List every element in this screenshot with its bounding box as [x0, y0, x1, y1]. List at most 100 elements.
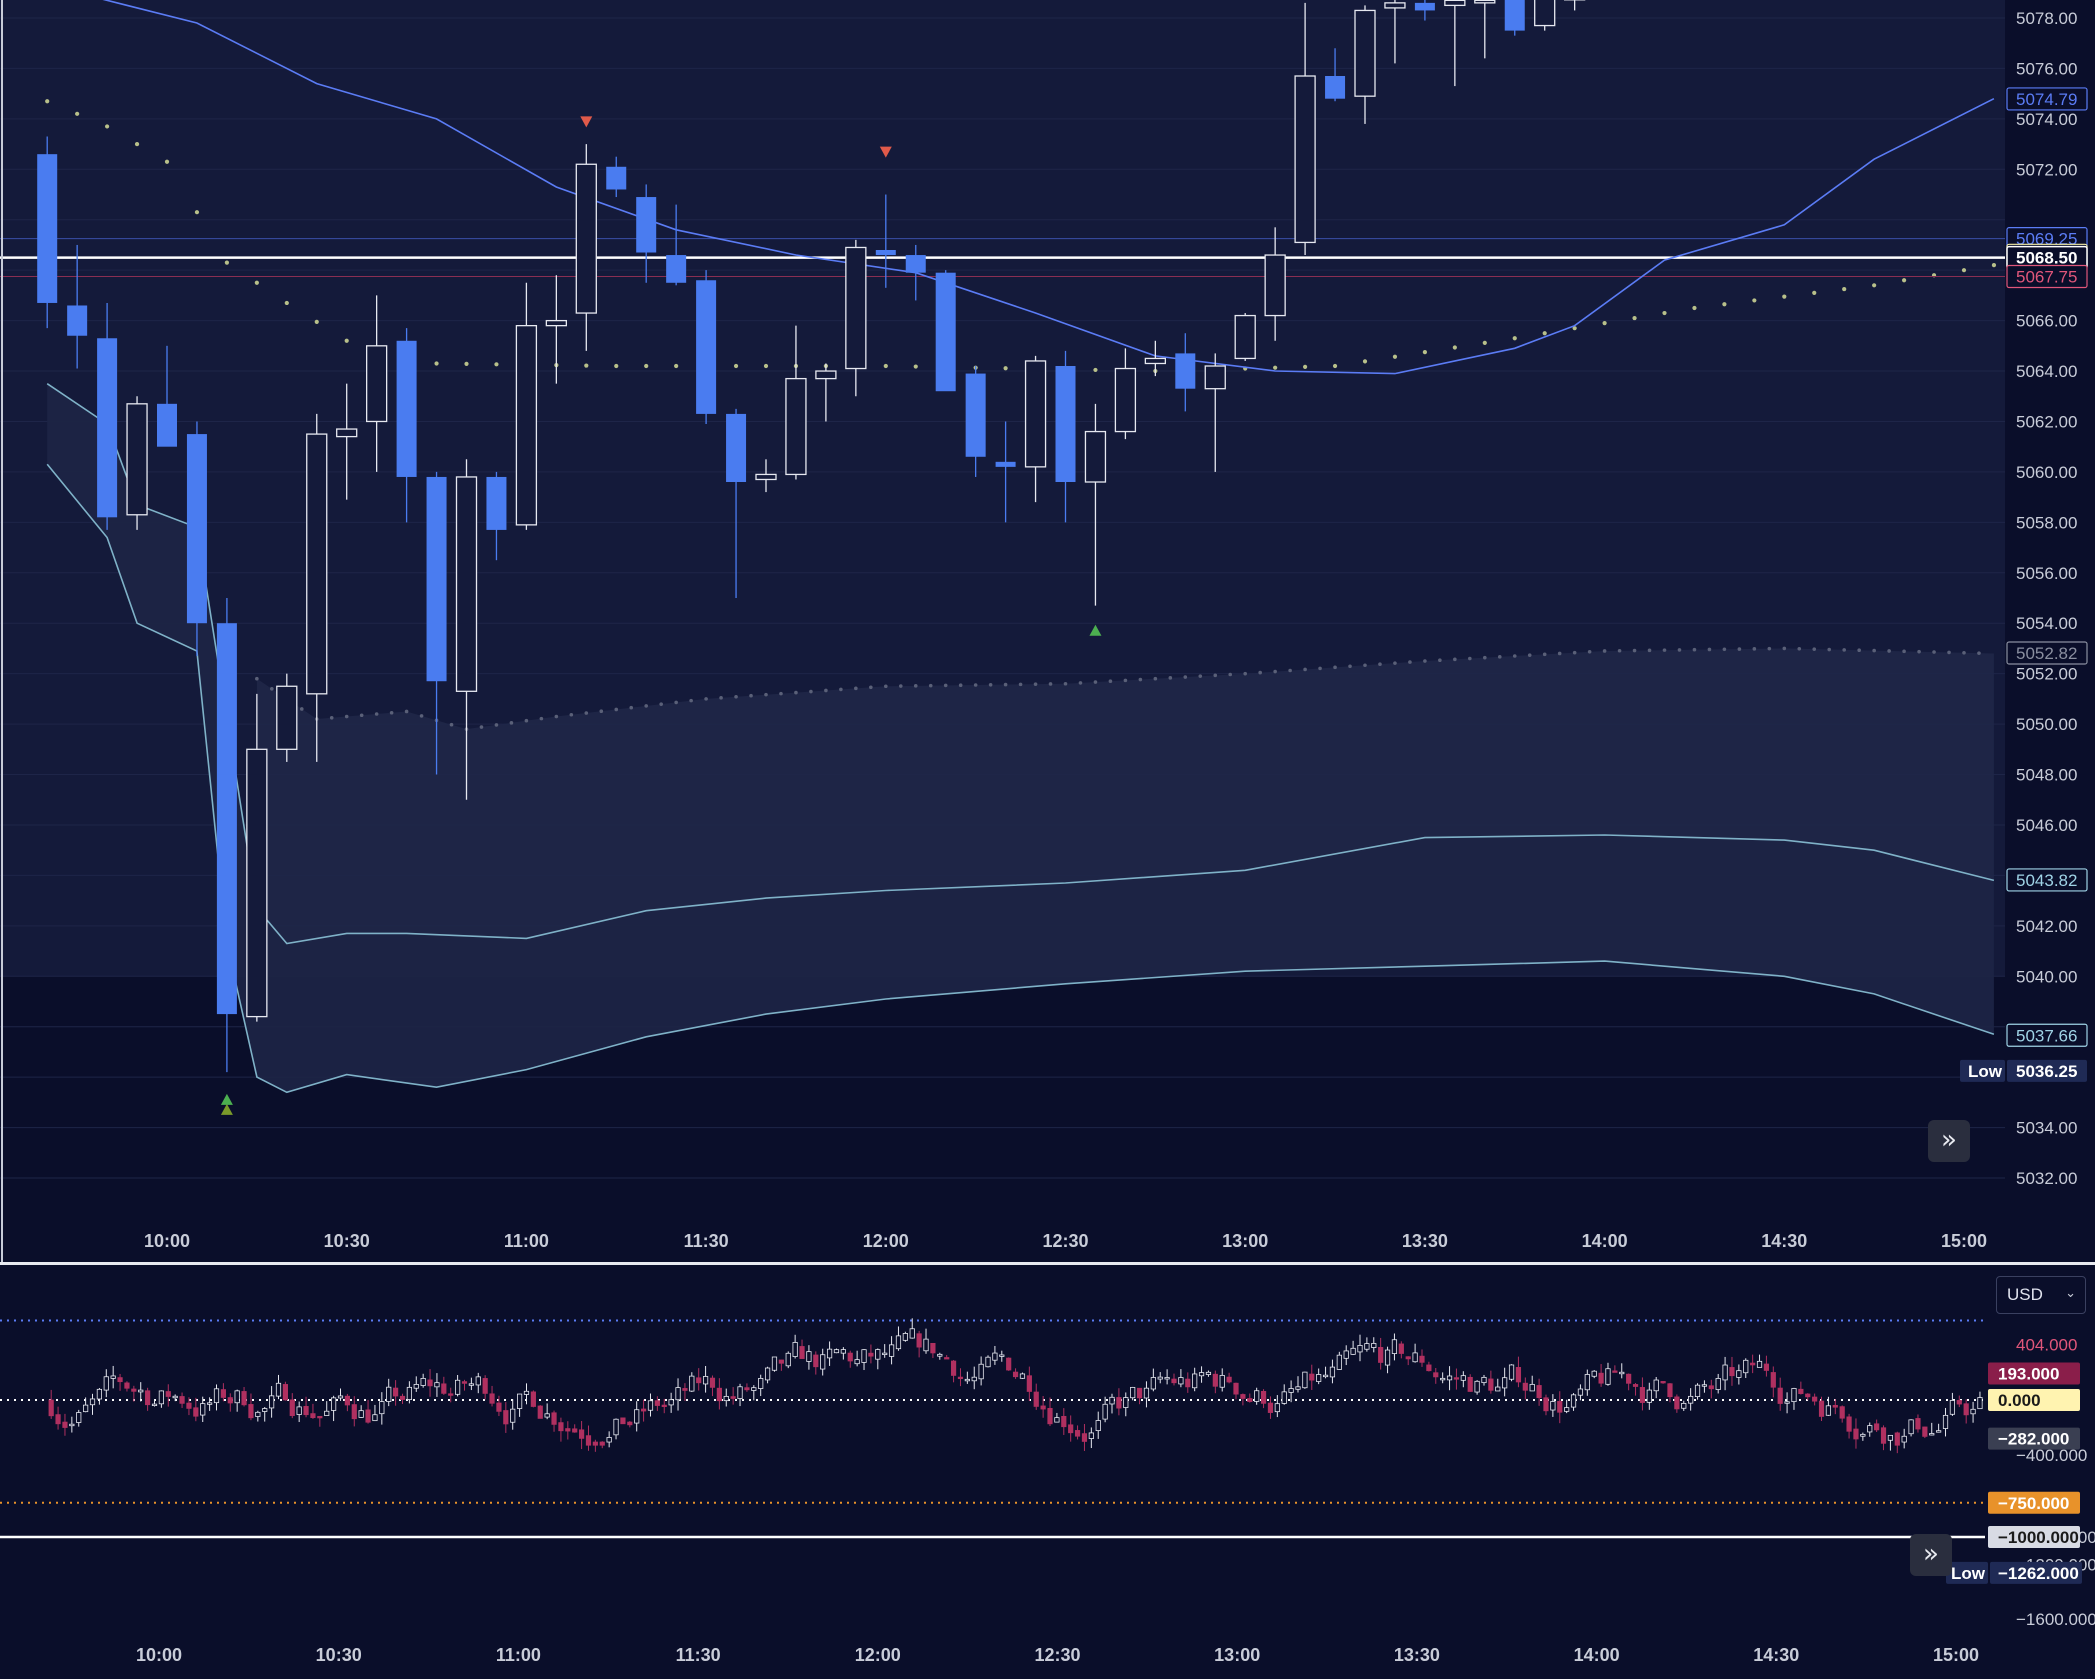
candle[interactable]: [785, 325, 807, 480]
indicator-candle: [1832, 1399, 1838, 1415]
candle[interactable]: [575, 144, 597, 351]
indicator-candle: [1157, 1372, 1163, 1384]
candle[interactable]: [336, 383, 358, 500]
indicator-candle-body: [1639, 1387, 1646, 1403]
candle[interactable]: [1354, 5, 1376, 124]
indicator-candle: [48, 1389, 54, 1419]
indicator-candle: [950, 1360, 957, 1383]
candle[interactable]: [666, 204, 687, 286]
price-level-tag: 5052.82: [2006, 641, 2088, 665]
indicator-candle-body: [875, 1349, 881, 1360]
indicator-candle-body: [344, 1395, 350, 1406]
candle[interactable]: [606, 156, 627, 198]
candle[interactable]: [696, 270, 717, 424]
price-tick-label: 5060.00: [2016, 463, 2077, 482]
candle[interactable]: [545, 275, 567, 384]
candle[interactable]: [1325, 48, 1346, 102]
candle[interactable]: [306, 413, 328, 762]
dotted-yellow-point: [464, 361, 469, 366]
indicator-candle: [1260, 1389, 1267, 1409]
candle[interactable]: [1204, 353, 1226, 472]
indicator-candle: [1743, 1358, 1749, 1379]
indicator-candle: [627, 1421, 633, 1428]
indicator-candle: [420, 1373, 426, 1388]
candle[interactable]: [455, 459, 478, 800]
candle[interactable]: [67, 244, 88, 369]
indicator-candle: [1653, 1377, 1659, 1399]
candle[interactable]: [426, 471, 447, 775]
price-tick-label: 5054.00: [2016, 614, 2077, 633]
indicator-candle: [1681, 1400, 1687, 1411]
indicator-candle: [503, 1402, 509, 1433]
indicator-candle: [647, 1393, 654, 1417]
candle[interactable]: [126, 396, 148, 530]
candle[interactable]: [216, 598, 237, 1073]
candle[interactable]: [875, 194, 896, 288]
indicator-candle-body: [544, 1413, 550, 1418]
candle[interactable]: [97, 302, 118, 530]
candle[interactable]: [515, 282, 538, 530]
indicator-candle-body: [1805, 1393, 1811, 1398]
indicator-candle-body: [1750, 1362, 1756, 1366]
indicator-candle: [1006, 1357, 1012, 1371]
scroll-to-realtime-button[interactable]: »: [1928, 1120, 1970, 1162]
dotted-yellow-point: [674, 363, 679, 369]
indicator-candle: [1619, 1363, 1625, 1379]
candle[interactable]: [365, 295, 388, 472]
candle[interactable]: [1234, 313, 1256, 361]
candle[interactable]: [1264, 227, 1286, 341]
currency-select[interactable]: USD ⌄: [1996, 1276, 2086, 1314]
candle[interactable]: [755, 459, 777, 493]
candle[interactable]: [995, 421, 1016, 523]
indicator-candle: [399, 1393, 406, 1404]
candle[interactable]: [965, 366, 986, 477]
scroll-to-realtime-button-lower[interactable]: »: [1910, 1534, 1952, 1576]
candle[interactable]: [1175, 333, 1196, 412]
price-level-tag: 5037.66: [2006, 1023, 2088, 1047]
candle[interactable]: [1114, 348, 1137, 440]
candle[interactable]: [276, 673, 298, 762]
indicator-candle-body: [1488, 1378, 1494, 1391]
indicator-candle: [1729, 1356, 1735, 1386]
candle[interactable]: [726, 408, 747, 598]
candle[interactable]: [186, 421, 207, 656]
candle[interactable]: [396, 328, 417, 523]
candle[interactable]: [1055, 350, 1076, 523]
candle[interactable]: [246, 693, 268, 1022]
candle[interactable]: [1414, 0, 1435, 21]
candle[interactable]: [636, 184, 657, 283]
indicator-candle: [1791, 1387, 1797, 1410]
candle-body-down: [1414, 2, 1435, 11]
candle[interactable]: [1084, 403, 1107, 606]
candle[interactable]: [1564, 0, 1586, 11]
candle[interactable]: [845, 239, 867, 397]
indicator-candle-body: [234, 1390, 240, 1404]
candle[interactable]: [1504, 0, 1525, 36]
candle[interactable]: [1534, 0, 1556, 31]
candle[interactable]: [1294, 2, 1316, 256]
candle[interactable]: [1384, 0, 1406, 64]
dotted-mid-point: [1572, 650, 1577, 655]
indicator-candle-body: [723, 1395, 729, 1402]
indicator-candle-body: [1481, 1376, 1487, 1384]
candle[interactable]: [1444, 0, 1466, 87]
dotted-yellow-point: [1303, 364, 1308, 369]
dotted-mid-point: [614, 707, 619, 712]
dotted-mid-point: [1318, 666, 1322, 671]
candle[interactable]: [935, 270, 956, 392]
candle-body-down: [216, 623, 237, 1015]
candle[interactable]: [1144, 340, 1166, 377]
candle[interactable]: [1024, 355, 1047, 503]
indicator-candle-body: [737, 1386, 743, 1399]
candle[interactable]: [157, 345, 177, 447]
candle[interactable]: [815, 363, 837, 422]
candle[interactable]: [37, 136, 58, 329]
candle[interactable]: [1474, 0, 1496, 59]
price-pane[interactable]: 5078.00 5076.00 5074.00 5072.00 5066.00 5064.…: [0, 0, 2095, 1265]
price-tick-label: 5052.00: [2016, 665, 2077, 684]
candle[interactable]: [905, 244, 926, 301]
indicator-pane[interactable]: −400.000−1000.000−1200.000−1600.000404.0…: [0, 1266, 2095, 1679]
indicator-candle-body: [1364, 1343, 1370, 1350]
candle[interactable]: [486, 471, 507, 561]
